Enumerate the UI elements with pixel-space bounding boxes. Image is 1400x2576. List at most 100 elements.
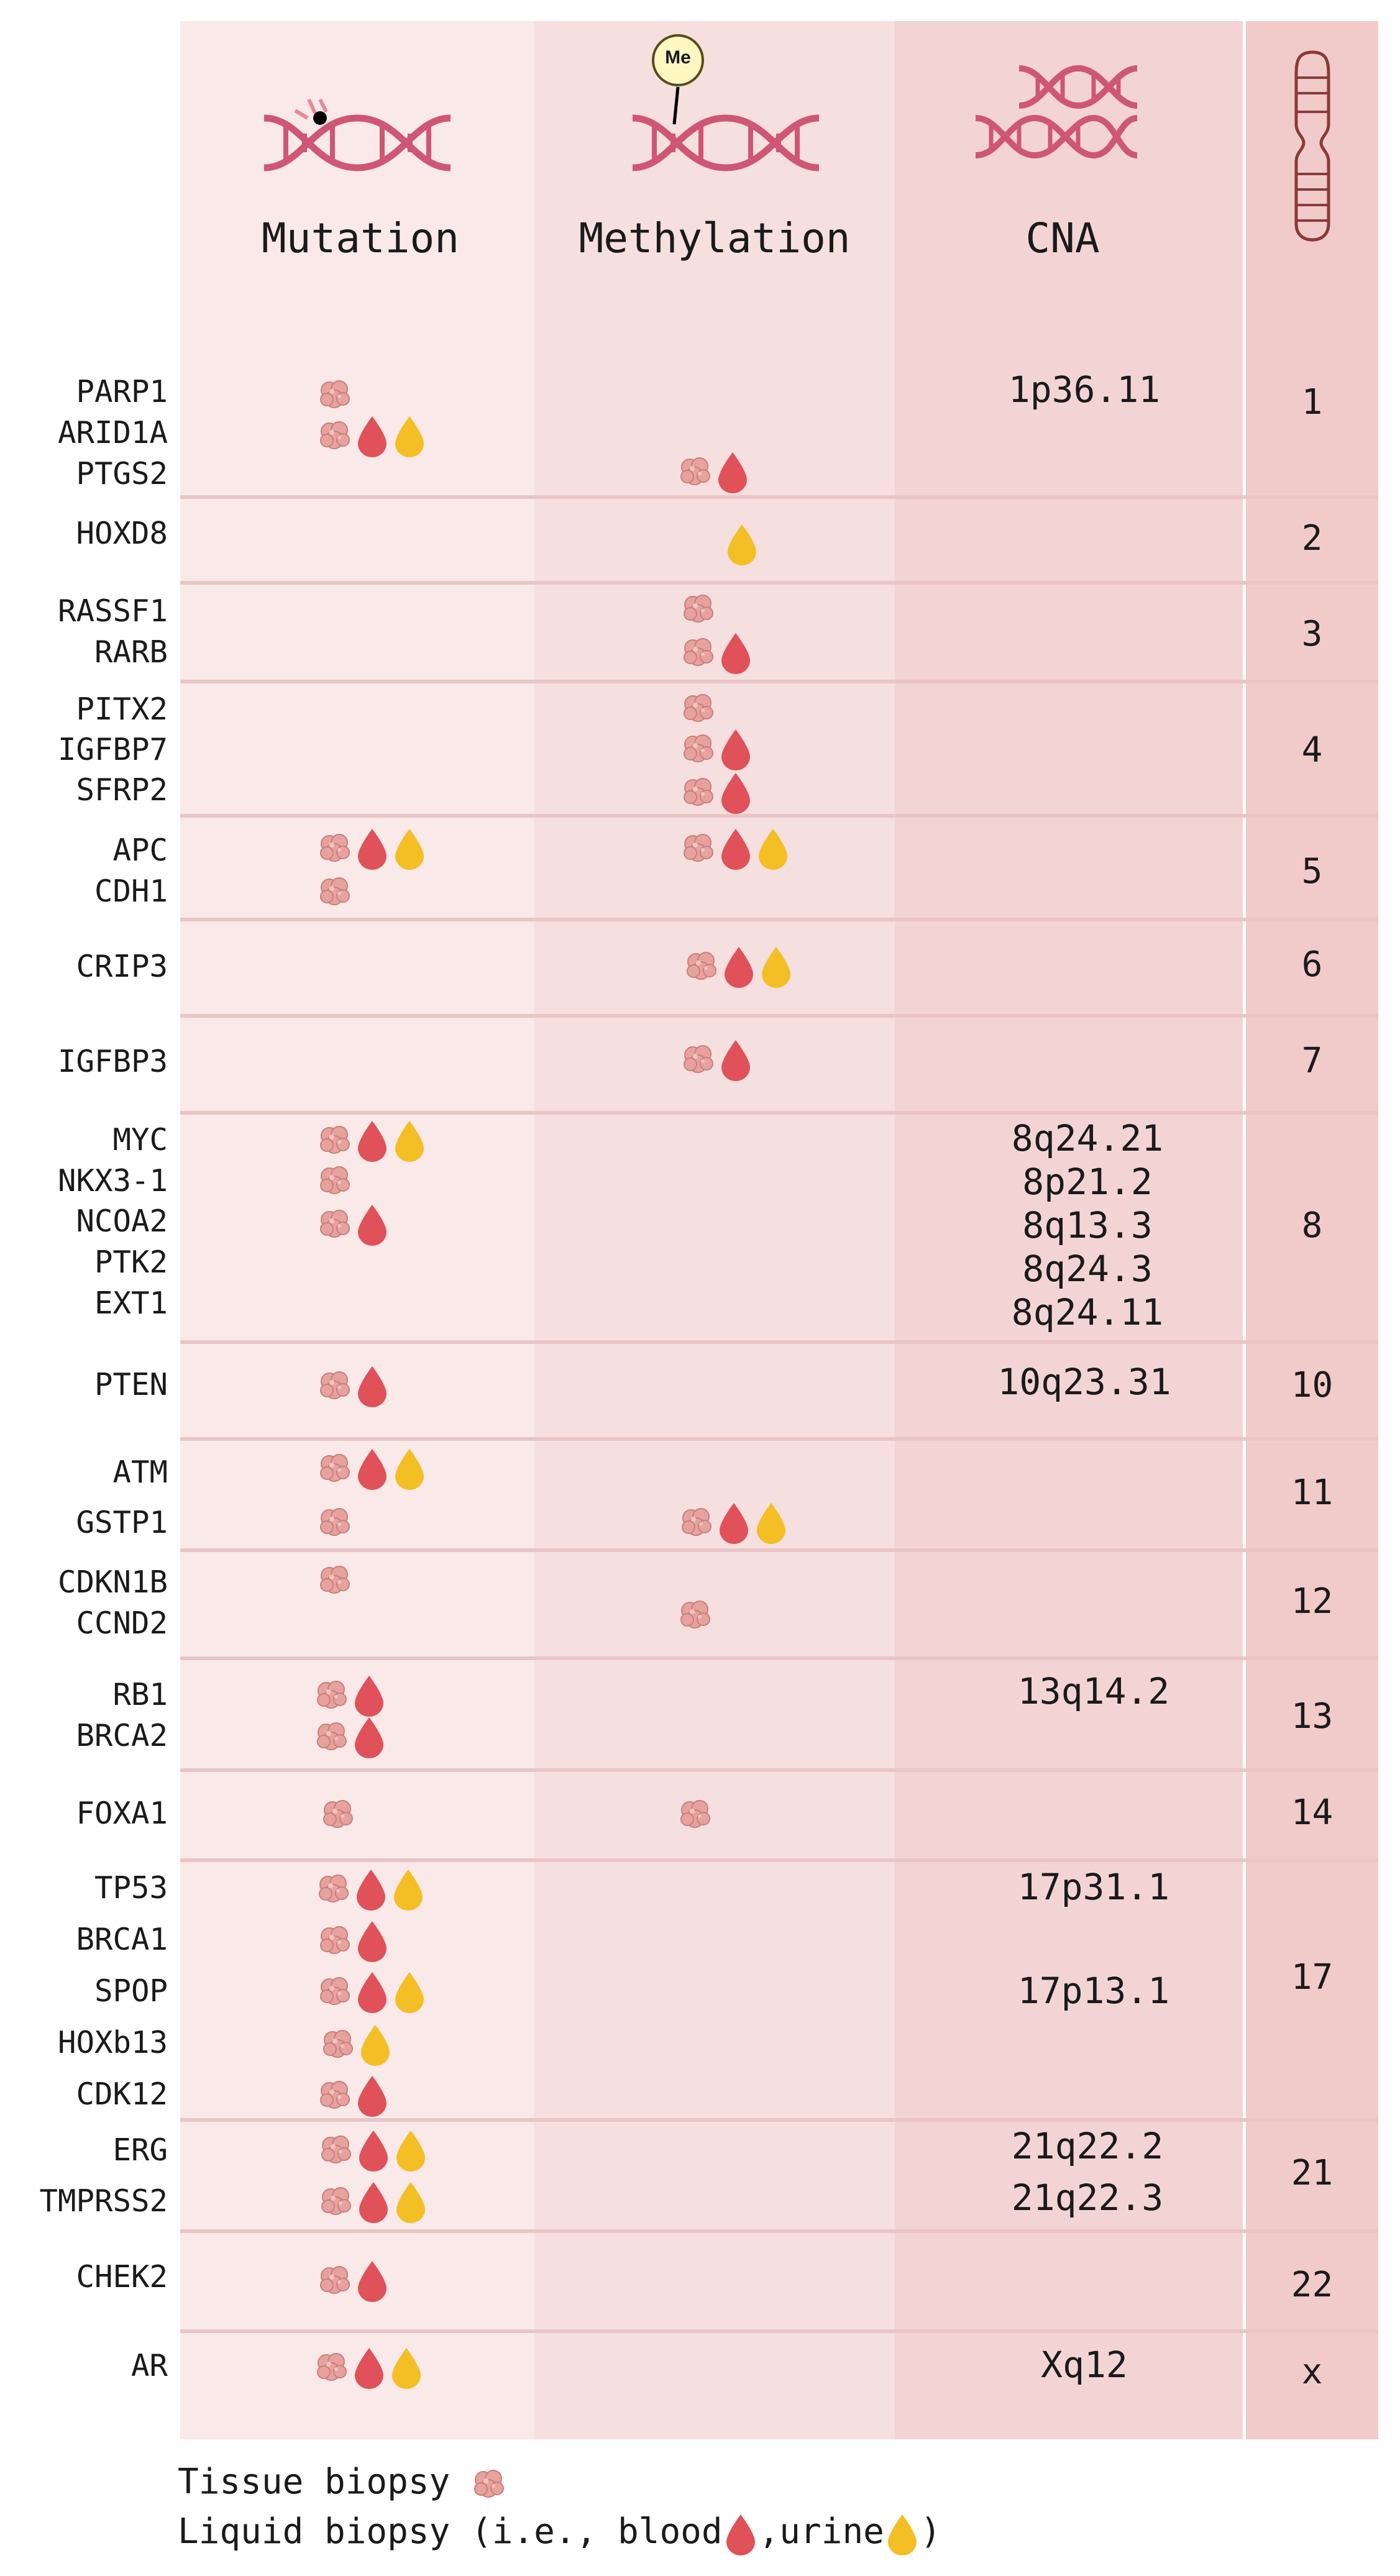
- blood-drop-icon: [718, 452, 747, 493]
- tissue-biopsy-icon: [320, 877, 350, 905]
- tissue-biopsy-icon: [320, 834, 350, 862]
- tissue-biopsy-icon: [317, 1722, 347, 1750]
- tissue-biopsy-icon: [684, 734, 713, 762]
- blood-drop-icon: [720, 1503, 748, 1544]
- gene-label: TP53: [94, 1870, 168, 1906]
- chromosome-number: 21: [1291, 2153, 1334, 2193]
- tissue-biopsy-icon: [319, 1875, 349, 1902]
- urine-drop-icon: [394, 1870, 423, 1911]
- marker-row: [318, 2180, 430, 2223]
- marker-row: [317, 826, 429, 870]
- tissue-biopsy-icon: [684, 694, 713, 722]
- gene-label: IGFBP7: [57, 732, 168, 767]
- blood-drop-icon: [359, 2131, 388, 2172]
- marker-row: [317, 1558, 354, 1602]
- gene-label: RARB: [94, 634, 168, 670]
- row-separator: [180, 2229, 1378, 2233]
- tissue-biopsy-icon: [320, 1926, 350, 1954]
- marker-row: [684, 944, 795, 988]
- chromosome-number: 3: [1301, 614, 1323, 654]
- marker-row: [317, 1118, 429, 1162]
- tissue-biopsy-icon: [684, 1045, 713, 1073]
- blood-drop-icon: [355, 2348, 383, 2389]
- blood-drop-icon: [358, 1449, 387, 1490]
- tissue-biopsy-icon: [321, 2187, 351, 2215]
- legend-tissue: Tissue biopsy: [178, 2462, 507, 2506]
- blood-drop-icon: [358, 1366, 387, 1407]
- marker-row: [317, 1500, 354, 1544]
- blood-drop-icon: [358, 2076, 387, 2117]
- gene-label: PTK2: [94, 1245, 168, 1280]
- tissue-biopsy-icon: [320, 1371, 350, 1399]
- marker-row: [314, 2345, 426, 2389]
- row-separator: [180, 1437, 1378, 1441]
- gene-label: GSTP1: [76, 1505, 168, 1540]
- urine-drop-icon: [392, 2348, 421, 2389]
- row-separator: [180, 581, 1378, 585]
- blood-drop-icon: [721, 633, 750, 674]
- tissue-biopsy-icon: [684, 834, 713, 862]
- cna-label: 1p36.11: [1008, 368, 1161, 411]
- gene-label: ERG: [112, 2132, 168, 2168]
- gene-label: CHEK2: [76, 2259, 168, 2295]
- cna-label: 21q22.2: [1011, 2125, 1164, 2167]
- marker-row: [677, 1793, 715, 1836]
- marker-row: [680, 631, 755, 674]
- marker-row: [317, 1364, 391, 1407]
- marker-row: [317, 414, 429, 457]
- blood-drop-icon: [721, 729, 750, 770]
- row-separator: [180, 1014, 1378, 1018]
- gene-label: NCOA2: [76, 1204, 168, 1239]
- cna-label: 10q23.31: [997, 1361, 1171, 1403]
- gene-label: CDKN1B: [57, 1564, 168, 1600]
- tissue-biopsy-icon: [320, 1210, 350, 1238]
- cna-label: Xq12: [1041, 2344, 1128, 2386]
- chromosome-icon: [1294, 50, 1330, 242]
- gene-label: SPOP: [94, 1973, 168, 2009]
- dna-methylation-icon: [632, 34, 820, 171]
- tissue-biopsy-icon: [474, 2469, 505, 2498]
- tissue-biopsy-icon: [687, 952, 716, 980]
- marker-row: [317, 870, 354, 913]
- gene-label: BRCA1: [76, 1922, 168, 1957]
- chromosome-number: 7: [1301, 1041, 1323, 1081]
- chromosome-number: 14: [1291, 1793, 1334, 1833]
- chromosome-number: 5: [1301, 851, 1323, 892]
- gene-label: HOXD8: [76, 516, 168, 551]
- marker-row: [317, 1202, 391, 1246]
- marker-row: [677, 450, 752, 493]
- row-separator: [180, 2329, 1378, 2333]
- blood-drop-icon: [721, 773, 750, 814]
- row-separator: [180, 1340, 1378, 1344]
- blood-drop-icon: [726, 2514, 755, 2555]
- cna-label: 8q13.3: [1022, 1204, 1153, 1246]
- row-separator: [180, 1548, 1378, 1552]
- chromosome-number: 13: [1291, 1696, 1334, 1737]
- marker-row: [680, 1038, 755, 1081]
- cna-label: 8q24.21: [1011, 1117, 1164, 1159]
- tissue-biopsy-icon: [680, 457, 710, 485]
- tissue-biopsy-icon: [684, 595, 713, 623]
- urine-drop-icon: [762, 947, 790, 988]
- marker-row: [317, 1446, 429, 1490]
- urine-drop-icon: [395, 1972, 424, 2013]
- blood-drop-icon: [357, 1870, 385, 1911]
- blood-drop-icon: [721, 1040, 750, 1081]
- urine-drop-icon: [887, 2514, 917, 2555]
- marker-row: [316, 1867, 428, 1911]
- marker-row: [680, 727, 755, 770]
- cna-label: 8q24.11: [1011, 1291, 1164, 1333]
- marker-row: [317, 1159, 354, 1202]
- tissue-biopsy-icon: [471, 2462, 507, 2502]
- methylation-column: [534, 21, 895, 2439]
- methylation-header: Methylation: [579, 214, 851, 262]
- chromosome-number: 4: [1301, 730, 1323, 770]
- row-separator: [180, 918, 1378, 921]
- chromosome-number: 1: [1301, 382, 1323, 422]
- gene-label: BRCA2: [76, 1718, 168, 1753]
- chromosome-number: 6: [1301, 944, 1323, 985]
- tissue-biopsy-icon: [320, 2266, 350, 2294]
- chromosome-number: 8: [1301, 1205, 1323, 1246]
- marker-row: [317, 373, 354, 416]
- chromosome-number: 17: [1291, 1957, 1334, 1998]
